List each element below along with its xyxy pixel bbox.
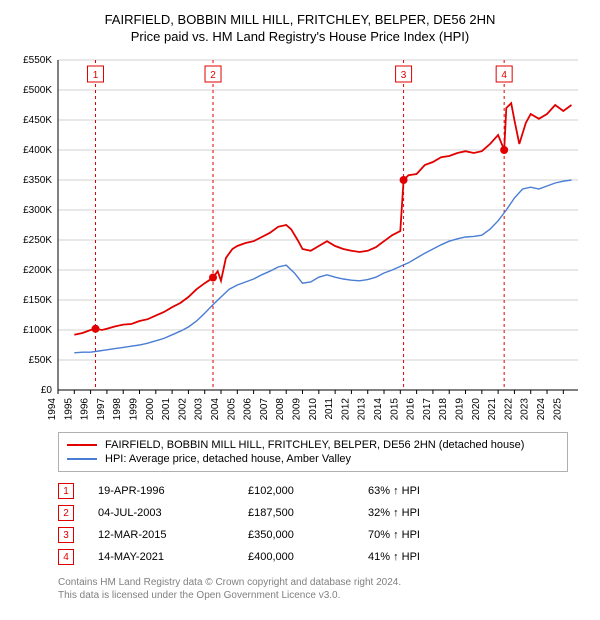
marker-dot [400, 176, 408, 184]
y-tick-label: £300K [23, 205, 52, 216]
y-tick-label: £350K [23, 175, 52, 186]
x-tick-label: 2014 [373, 398, 384, 421]
x-tick-label: 2007 [259, 398, 270, 421]
marker-row-badge: 1 [58, 483, 74, 499]
legend-item: FAIRFIELD, BOBBIN MILL HILL, FRITCHLEY, … [67, 438, 559, 452]
x-tick-label: 2021 [487, 398, 498, 421]
marker-table: 1 19-APR-1996£102,00063% ↑ HPI 2 04-JUL-200… [58, 480, 568, 568]
x-tick-label: 2022 [503, 398, 514, 421]
marker-badge-number: 2 [210, 70, 216, 81]
y-tick-label: £250K [23, 235, 52, 246]
marker-row-badge: 3 [58, 527, 74, 543]
x-tick-label: 2017 [422, 398, 433, 421]
x-tick-label: 2003 [194, 398, 205, 421]
footer-line: Contains HM Land Registry data © Crown c… [58, 576, 568, 589]
marker-pct: 32% ↑ HPI [368, 507, 448, 519]
marker-date: 14-MAY-2021 [98, 551, 248, 563]
legend-item: HPI: Average price, detached house, Ambe… [67, 452, 559, 466]
marker-row: 4 14-MAY-2021£400,00041% ↑ HPI [58, 546, 568, 568]
x-tick-label: 2013 [357, 398, 368, 421]
y-tick-label: £150K [23, 295, 52, 306]
legend-label: HPI: Average price, detached house, Ambe… [105, 453, 351, 465]
x-tick-label: 1995 [63, 398, 74, 421]
marker-pct: 63% ↑ HPI [368, 485, 448, 497]
marker-badge-number: 4 [501, 70, 507, 81]
x-tick-label: 2000 [145, 398, 156, 421]
marker-row-badge: 4 [58, 549, 74, 565]
y-tick-label: £450K [23, 115, 52, 126]
marker-pct: 70% ↑ HPI [368, 529, 448, 541]
x-tick-label: 2009 [292, 398, 303, 421]
x-tick-label: 2018 [438, 398, 449, 421]
marker-pct: 41% ↑ HPI [368, 551, 448, 563]
x-tick-label: 2016 [406, 398, 417, 421]
x-tick-label: 2025 [552, 398, 563, 421]
x-tick-label: 2004 [210, 398, 221, 421]
x-tick-label: 2015 [389, 398, 400, 421]
marker-price: £350,000 [248, 529, 368, 541]
x-tick-label: 2008 [275, 398, 286, 421]
x-tick-label: 1997 [96, 398, 107, 421]
x-tick-label: 2011 [324, 398, 335, 420]
marker-row-badge: 2 [58, 505, 74, 521]
y-tick-label: £50K [29, 355, 53, 366]
y-tick-label: £200K [23, 265, 52, 276]
footer-line: This data is licensed under the Open Gov… [58, 589, 568, 602]
legend-swatch [67, 458, 97, 460]
x-tick-label: 2001 [161, 398, 172, 421]
marker-badge-number: 1 [93, 70, 99, 81]
x-tick-label: 2019 [455, 398, 466, 421]
chart-title: FAIRFIELD, BOBBIN MILL HILL, FRITCHLEY, … [14, 12, 586, 27]
y-tick-label: £100K [23, 325, 52, 336]
x-tick-label: 2006 [243, 398, 254, 421]
legend-box: FAIRFIELD, BOBBIN MILL HILL, FRITCHLEY, … [58, 432, 568, 472]
marker-price: £187,500 [248, 507, 368, 519]
y-tick-label: £400K [23, 145, 52, 156]
x-tick-label: 1994 [47, 398, 58, 421]
x-tick-label: 1999 [129, 398, 140, 421]
marker-dot [500, 146, 508, 154]
marker-row: 1 19-APR-1996£102,00063% ↑ HPI [58, 480, 568, 502]
x-tick-label: 2010 [308, 398, 319, 421]
x-tick-label: 1998 [112, 398, 123, 421]
marker-row: 2 04-JUL-2003£187,50032% ↑ HPI [58, 502, 568, 524]
y-tick-label: £550K [23, 55, 52, 66]
footer-attribution: Contains HM Land Registry data © Crown c… [58, 576, 568, 602]
marker-row: 3 12-MAR-2015£350,00070% ↑ HPI [58, 524, 568, 546]
legend-label: FAIRFIELD, BOBBIN MILL HILL, FRITCHLEY, … [105, 439, 524, 451]
legend-swatch [67, 444, 97, 446]
y-tick-label: £0 [41, 385, 53, 396]
marker-price: £400,000 [248, 551, 368, 563]
x-tick-label: 2002 [177, 398, 188, 421]
x-tick-label: 2005 [226, 398, 237, 421]
y-tick-label: £500K [23, 85, 52, 96]
x-tick-label: 2024 [536, 398, 547, 421]
marker-date: 04-JUL-2003 [98, 507, 248, 519]
marker-dot [209, 274, 217, 282]
x-tick-label: 1996 [80, 398, 91, 421]
marker-price: £102,000 [248, 485, 368, 497]
chart-plot: £0 £50K £100K £150K £200K £250K £300K £350K £400… [14, 52, 586, 422]
series-line [74, 180, 571, 353]
marker-badge-number: 3 [401, 70, 407, 81]
marker-date: 12-MAR-2015 [98, 529, 248, 541]
chart-container: FAIRFIELD, BOBBIN MILL HILL, FRITCHLEY, … [0, 0, 600, 614]
x-tick-label: 2012 [340, 398, 351, 421]
x-tick-label: 2023 [520, 398, 531, 421]
x-tick-label: 2020 [471, 398, 482, 421]
marker-dot [91, 325, 99, 333]
marker-date: 19-APR-1996 [98, 485, 248, 497]
chart-subtitle: Price paid vs. HM Land Registry's House … [14, 29, 586, 44]
